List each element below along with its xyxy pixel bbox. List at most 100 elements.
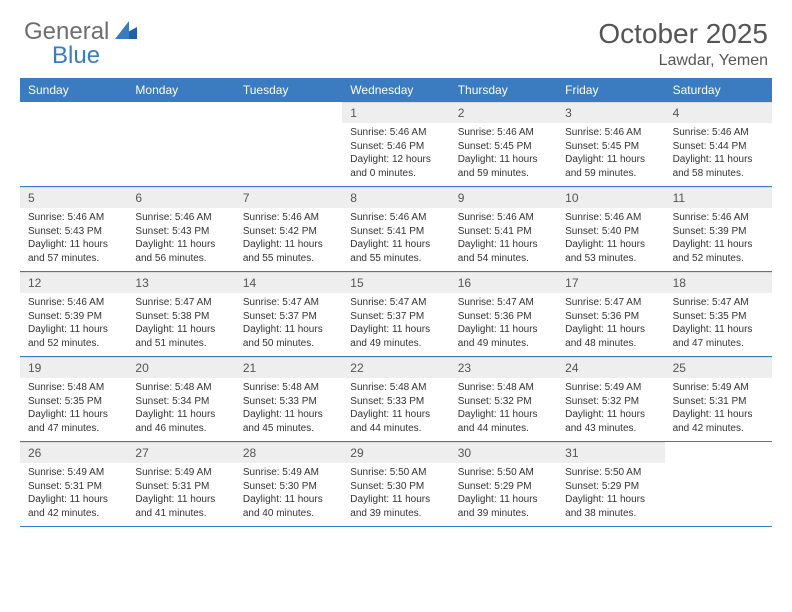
sunrise-text: Sunrise: 5:48 AM	[135, 381, 226, 395]
sunrise-text: Sunrise: 5:49 AM	[243, 466, 334, 480]
sunset-text: Sunset: 5:43 PM	[28, 225, 119, 239]
calendar: SundayMondayTuesdayWednesdayThursdayFrid…	[0, 78, 792, 527]
weekday-header: Monday	[127, 78, 234, 102]
day-cell: 3Sunrise: 5:46 AMSunset: 5:45 PMDaylight…	[557, 102, 664, 186]
sunset-text: Sunset: 5:45 PM	[565, 140, 656, 154]
day-number: 22	[342, 357, 449, 378]
day-number: 17	[557, 272, 664, 293]
sunset-text: Sunset: 5:44 PM	[673, 140, 764, 154]
day-details: Sunrise: 5:49 AMSunset: 5:32 PMDaylight:…	[557, 378, 664, 441]
day-number: 6	[127, 187, 234, 208]
logo: General Blue	[24, 18, 139, 46]
day-cell: 23Sunrise: 5:48 AMSunset: 5:32 PMDayligh…	[450, 357, 557, 441]
day-cell: 1Sunrise: 5:46 AMSunset: 5:46 PMDaylight…	[342, 102, 449, 186]
sunset-text: Sunset: 5:46 PM	[350, 140, 441, 154]
sunrise-text: Sunrise: 5:46 AM	[350, 211, 441, 225]
sunset-text: Sunset: 5:31 PM	[673, 395, 764, 409]
sunset-text: Sunset: 5:37 PM	[350, 310, 441, 324]
weekday-header: Tuesday	[235, 78, 342, 102]
daylight-text: Daylight: 11 hours and 59 minutes.	[565, 153, 656, 180]
sunrise-text: Sunrise: 5:48 AM	[28, 381, 119, 395]
week-row: 19Sunrise: 5:48 AMSunset: 5:35 PMDayligh…	[20, 357, 772, 442]
day-cell: 22Sunrise: 5:48 AMSunset: 5:33 PMDayligh…	[342, 357, 449, 441]
daylight-text: Daylight: 11 hours and 53 minutes.	[565, 238, 656, 265]
day-cell: 13Sunrise: 5:47 AMSunset: 5:38 PMDayligh…	[127, 272, 234, 356]
sunrise-text: Sunrise: 5:46 AM	[28, 211, 119, 225]
sunset-text: Sunset: 5:39 PM	[673, 225, 764, 239]
day-details: Sunrise: 5:50 AMSunset: 5:30 PMDaylight:…	[342, 463, 449, 526]
day-number: 27	[127, 442, 234, 463]
day-number: 31	[557, 442, 664, 463]
daylight-text: Daylight: 11 hours and 40 minutes.	[243, 493, 334, 520]
sunrise-text: Sunrise: 5:49 AM	[28, 466, 119, 480]
day-number: 23	[450, 357, 557, 378]
sunset-text: Sunset: 5:35 PM	[673, 310, 764, 324]
day-details: Sunrise: 5:46 AMSunset: 5:44 PMDaylight:…	[665, 123, 772, 186]
day-cell: 24Sunrise: 5:49 AMSunset: 5:32 PMDayligh…	[557, 357, 664, 441]
weeks-container: 1Sunrise: 5:46 AMSunset: 5:46 PMDaylight…	[20, 102, 772, 527]
sunset-text: Sunset: 5:30 PM	[243, 480, 334, 494]
daylight-text: Daylight: 11 hours and 41 minutes.	[135, 493, 226, 520]
sunset-text: Sunset: 5:40 PM	[565, 225, 656, 239]
week-row: 12Sunrise: 5:46 AMSunset: 5:39 PMDayligh…	[20, 272, 772, 357]
daylight-text: Daylight: 11 hours and 56 minutes.	[135, 238, 226, 265]
week-row: 5Sunrise: 5:46 AMSunset: 5:43 PMDaylight…	[20, 187, 772, 272]
sunset-text: Sunset: 5:37 PM	[243, 310, 334, 324]
sunrise-text: Sunrise: 5:47 AM	[135, 296, 226, 310]
day-details: Sunrise: 5:49 AMSunset: 5:31 PMDaylight:…	[20, 463, 127, 526]
day-cell: 4Sunrise: 5:46 AMSunset: 5:44 PMDaylight…	[665, 102, 772, 186]
day-details: Sunrise: 5:46 AMSunset: 5:41 PMDaylight:…	[450, 208, 557, 271]
daylight-text: Daylight: 11 hours and 47 minutes.	[673, 323, 764, 350]
sunrise-text: Sunrise: 5:50 AM	[350, 466, 441, 480]
daylight-text: Daylight: 11 hours and 39 minutes.	[350, 493, 441, 520]
day-number: 25	[665, 357, 772, 378]
sunset-text: Sunset: 5:33 PM	[350, 395, 441, 409]
daylight-text: Daylight: 11 hours and 55 minutes.	[243, 238, 334, 265]
day-details: Sunrise: 5:48 AMSunset: 5:33 PMDaylight:…	[235, 378, 342, 441]
weekday-header: Sunday	[20, 78, 127, 102]
sunrise-text: Sunrise: 5:47 AM	[350, 296, 441, 310]
day-details: Sunrise: 5:47 AMSunset: 5:36 PMDaylight:…	[557, 293, 664, 356]
day-details: Sunrise: 5:46 AMSunset: 5:45 PMDaylight:…	[450, 123, 557, 186]
sunset-text: Sunset: 5:35 PM	[28, 395, 119, 409]
daylight-text: Daylight: 11 hours and 44 minutes.	[458, 408, 549, 435]
day-cell: 8Sunrise: 5:46 AMSunset: 5:41 PMDaylight…	[342, 187, 449, 271]
day-number: 19	[20, 357, 127, 378]
sunset-text: Sunset: 5:32 PM	[458, 395, 549, 409]
daylight-text: Daylight: 11 hours and 59 minutes.	[458, 153, 549, 180]
day-details: Sunrise: 5:46 AMSunset: 5:39 PMDaylight:…	[665, 208, 772, 271]
day-details: Sunrise: 5:48 AMSunset: 5:32 PMDaylight:…	[450, 378, 557, 441]
location-label: Lawdar, Yemen	[598, 52, 768, 70]
daylight-text: Daylight: 11 hours and 55 minutes.	[350, 238, 441, 265]
day-number: 11	[665, 187, 772, 208]
day-number: 18	[665, 272, 772, 293]
sunrise-text: Sunrise: 5:49 AM	[135, 466, 226, 480]
day-cell	[127, 102, 234, 186]
day-cell	[235, 102, 342, 186]
day-details: Sunrise: 5:50 AMSunset: 5:29 PMDaylight:…	[450, 463, 557, 526]
week-row: 26Sunrise: 5:49 AMSunset: 5:31 PMDayligh…	[20, 442, 772, 527]
sunset-text: Sunset: 5:30 PM	[350, 480, 441, 494]
daylight-text: Daylight: 11 hours and 45 minutes.	[243, 408, 334, 435]
week-row: 1Sunrise: 5:46 AMSunset: 5:46 PMDaylight…	[20, 102, 772, 187]
day-number: 13	[127, 272, 234, 293]
sunset-text: Sunset: 5:33 PM	[243, 395, 334, 409]
day-cell: 25Sunrise: 5:49 AMSunset: 5:31 PMDayligh…	[665, 357, 772, 441]
day-details: Sunrise: 5:46 AMSunset: 5:39 PMDaylight:…	[20, 293, 127, 356]
day-cell: 27Sunrise: 5:49 AMSunset: 5:31 PMDayligh…	[127, 442, 234, 526]
daylight-text: Daylight: 11 hours and 42 minutes.	[673, 408, 764, 435]
day-details: Sunrise: 5:46 AMSunset: 5:43 PMDaylight:…	[127, 208, 234, 271]
sunrise-text: Sunrise: 5:47 AM	[673, 296, 764, 310]
sunrise-text: Sunrise: 5:46 AM	[673, 126, 764, 140]
sunrise-text: Sunrise: 5:46 AM	[243, 211, 334, 225]
day-cell: 29Sunrise: 5:50 AMSunset: 5:30 PMDayligh…	[342, 442, 449, 526]
logo-mark-icon	[115, 21, 137, 44]
daylight-text: Daylight: 11 hours and 54 minutes.	[458, 238, 549, 265]
daylight-text: Daylight: 11 hours and 43 minutes.	[565, 408, 656, 435]
day-details: Sunrise: 5:47 AMSunset: 5:37 PMDaylight:…	[235, 293, 342, 356]
sunset-text: Sunset: 5:43 PM	[135, 225, 226, 239]
weekday-header: Friday	[557, 78, 664, 102]
sunrise-text: Sunrise: 5:48 AM	[458, 381, 549, 395]
weekday-header: Saturday	[665, 78, 772, 102]
day-number: 10	[557, 187, 664, 208]
